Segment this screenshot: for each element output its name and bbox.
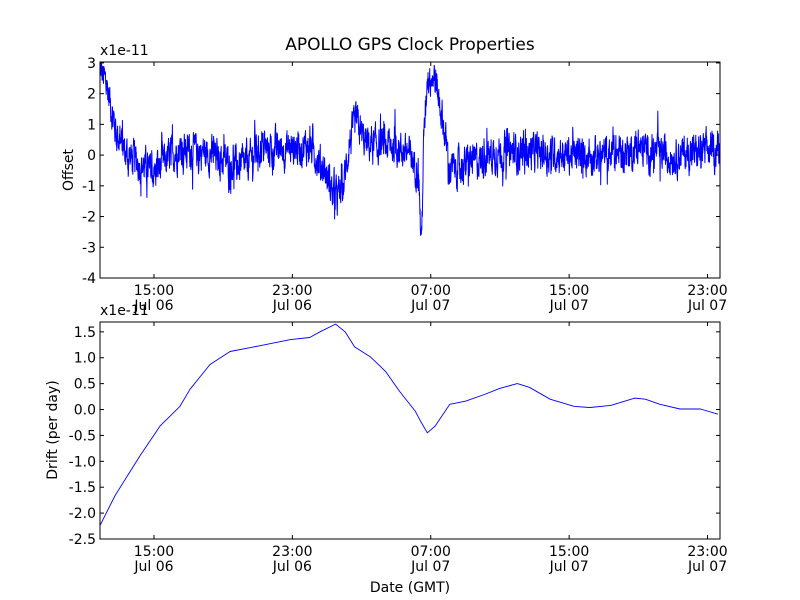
x-tick-label-date: Jul 07 (410, 298, 450, 314)
x-tick-label-time: 07:00 (411, 283, 451, 299)
y-tick-label: -4 (82, 271, 96, 287)
y-tick-label: 0 (87, 148, 96, 164)
x-tick-label-date: Jul 07 (687, 298, 727, 314)
drift-series-line (100, 323, 719, 526)
chart-title: APOLLO GPS Clock Properties (285, 35, 535, 55)
y-tick-label: -0.5 (69, 428, 96, 444)
y-tick-label: 0.5 (74, 377, 96, 393)
offset-y-label: Offset (61, 148, 77, 191)
x-tick-label-date: Jul 06 (272, 559, 312, 575)
x-tick-label-date: Jul 07 (549, 298, 589, 314)
y-tick-label: -1 (82, 179, 96, 195)
x-tick-label-time: 15:00 (549, 283, 589, 299)
drift-axes: Drift (per day) x1e-11 Date (GMT) 1.5 1.0… (45, 303, 728, 596)
y-tick-label: -2.5 (69, 532, 96, 548)
axes-frame (99, 61, 721, 279)
y-tick-label: 2 (87, 87, 96, 103)
y-tick-label: 0.0 (74, 403, 96, 419)
x-tick-label-date: Jul 06 (133, 298, 173, 314)
x-tick-label-date: Jul 07 (687, 559, 727, 575)
x-tick-label-date: Jul 07 (410, 559, 450, 575)
y-tick-label: -3 (82, 240, 96, 256)
y-tick-label: -1.0 (69, 454, 96, 470)
x-tick-label-time: 23:00 (687, 544, 727, 560)
x-tick-label-time: 23:00 (272, 544, 312, 560)
x-tick-label-time: 15:00 (134, 283, 174, 299)
x-tick-label-date: Jul 07 (549, 559, 589, 575)
y-tick-label: 1.0 (74, 351, 96, 367)
y-tick-label: 1.5 (74, 325, 96, 341)
x-tick-label-time: 23:00 (272, 283, 312, 299)
drift-y-label: Drift (per day) (45, 380, 61, 479)
offset-exponent-label: x1e-11 (100, 43, 149, 59)
offset-series-line (100, 62, 720, 236)
x-tick-label-time: 15:00 (549, 544, 589, 560)
x-tick-label-date: Jul 06 (272, 298, 312, 314)
y-tick-label: 3 (87, 56, 96, 72)
y-tick-label: -1.5 (69, 480, 96, 496)
x-tick-label-date: Jul 06 (133, 559, 173, 575)
y-tick-label: -2 (82, 210, 96, 226)
y-tick-label: 1 (87, 117, 96, 133)
x-tick-label-time: 07:00 (411, 544, 451, 560)
x-tick-label-time: 23:00 (687, 283, 727, 299)
axes-frame (99, 321, 721, 540)
x-axis-label: Date (GMT) (370, 580, 450, 596)
drift-exponent-label: x1e-11 (100, 303, 149, 319)
y-tick-label: -2.0 (69, 506, 96, 522)
x-tick-label-time: 15:00 (134, 544, 174, 560)
